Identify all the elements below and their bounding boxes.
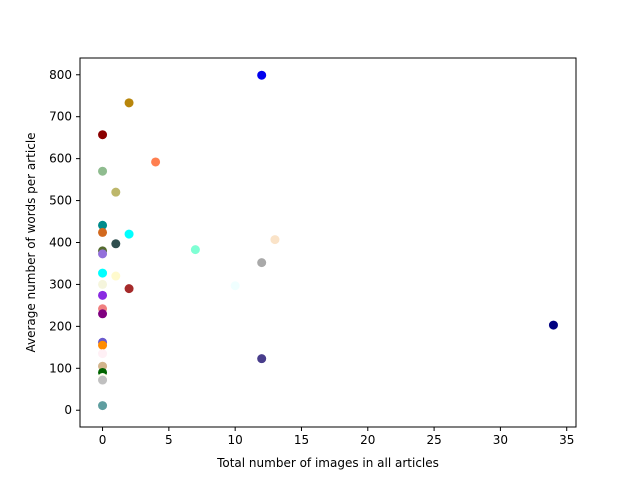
data-point — [124, 284, 134, 294]
data-point — [98, 268, 108, 278]
data-point — [98, 166, 108, 176]
y-tick-label: 700 — [49, 110, 72, 124]
data-point — [151, 157, 161, 167]
data-point — [98, 279, 108, 289]
data-point — [98, 220, 108, 230]
x-tick-label: 25 — [426, 433, 441, 447]
data-point — [98, 375, 108, 385]
y-tick-label: 0 — [64, 403, 72, 417]
y-axis-label: Average number of words per article — [24, 132, 38, 352]
x-axis-label: Total number of images in all articles — [216, 456, 439, 470]
data-point — [98, 227, 108, 237]
data-point — [98, 349, 108, 359]
x-tick-label: 0 — [99, 433, 107, 447]
data-point — [257, 258, 267, 268]
axis-ticks: 0 5 10 15 20 25 30 35 0 100 200 300 400 500 600 700 800 — [49, 68, 574, 447]
data-point — [111, 187, 121, 197]
data-point — [98, 309, 108, 319]
data-point — [111, 239, 121, 249]
data-point — [257, 70, 267, 80]
data-point — [257, 354, 267, 364]
data-point — [98, 290, 108, 300]
y-tick-label: 500 — [49, 194, 72, 208]
x-tick-label: 30 — [493, 433, 508, 447]
data-point — [98, 340, 108, 350]
data-point — [98, 130, 108, 140]
x-tick-label: 15 — [294, 433, 309, 447]
data-points — [98, 70, 558, 411]
y-tick-label: 400 — [49, 236, 72, 250]
x-tick-label: 5 — [165, 433, 173, 447]
x-tick-label: 20 — [360, 433, 375, 447]
x-tick-label: 10 — [228, 433, 243, 447]
y-tick-label: 800 — [49, 68, 72, 82]
y-tick-label: 200 — [49, 319, 72, 333]
data-point — [111, 271, 121, 281]
data-point — [190, 245, 200, 255]
data-point — [98, 249, 108, 259]
data-point — [124, 229, 134, 239]
data-point — [230, 281, 240, 291]
y-tick-label: 600 — [49, 152, 72, 166]
y-tick-label: 300 — [49, 277, 72, 291]
data-point — [124, 98, 134, 108]
data-point — [98, 401, 108, 411]
y-tick-label: 100 — [49, 361, 72, 375]
x-tick-label: 35 — [559, 433, 574, 447]
data-point — [98, 361, 108, 371]
data-point — [548, 320, 558, 330]
data-point — [270, 235, 280, 245]
plot-frame — [79, 57, 577, 428]
